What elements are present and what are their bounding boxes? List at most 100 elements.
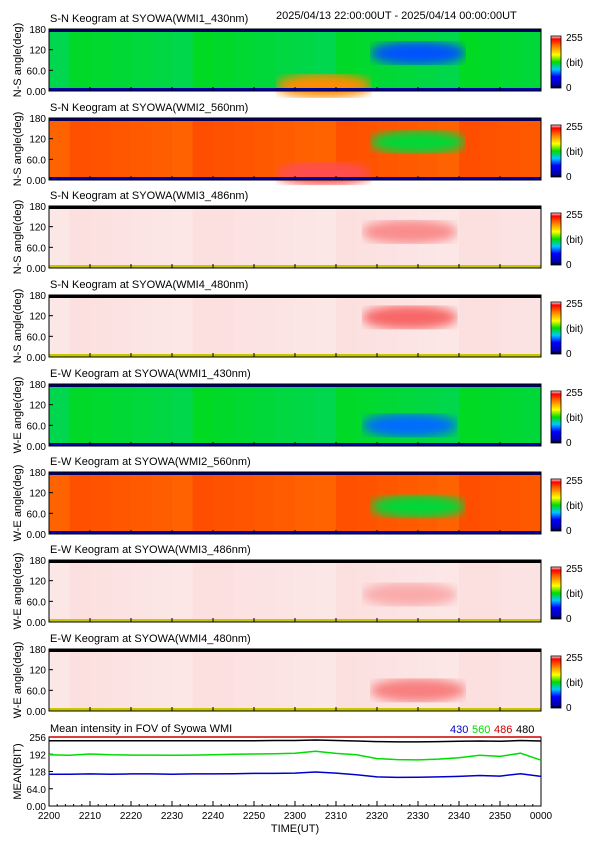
y-tick-label: 0.00: [27, 618, 47, 629]
heatmap-band: [233, 384, 255, 446]
y-tick-label: 60.0: [27, 686, 47, 697]
x-tick-label: 2320: [366, 811, 389, 822]
y-tick-label: 192: [29, 750, 46, 761]
x-tick-label: 2310: [325, 811, 348, 822]
heatmap-band: [192, 206, 214, 268]
panel-title: S-N Keogram at SYOWA(WMI4_480nm): [50, 279, 248, 291]
heatmap-band: [151, 649, 173, 711]
heatmap-band: [192, 384, 214, 446]
heatmap-band: [459, 118, 480, 180]
heatmap-feature: [370, 678, 466, 702]
heatmap-band: [192, 118, 214, 180]
heatmap-band: [315, 560, 337, 622]
heatmap-band: [110, 384, 132, 446]
heatmap-band: [274, 472, 296, 534]
heatmap-band: [131, 206, 152, 268]
heatmap-feature: [370, 130, 466, 154]
colorbar: [550, 301, 562, 355]
y-axis-label: N-S angle(deg): [12, 112, 24, 187]
heatmap-band: [295, 560, 316, 622]
heatmap-band: [213, 384, 234, 446]
horizon-band-top: [49, 118, 541, 121]
panel-title: E-W Keogram at SYOWA(WMI1_430nm): [50, 368, 251, 380]
colorbar-min-label: 0: [566, 614, 572, 625]
line-plot-frame: [48, 736, 542, 807]
heatmap-band: [459, 295, 480, 357]
y-tick-label: 60.0: [27, 243, 47, 254]
heatmap-band: [151, 206, 173, 268]
keogram-panel-8: E-W Keogram at SYOWA(WMI4_480nm) 180 120 60…: [12, 633, 583, 718]
heatmap-band: [500, 384, 521, 446]
heatmap-feature: [276, 74, 372, 98]
y-tick-label: 120: [29, 46, 46, 57]
heatmap-band: [274, 118, 296, 180]
heatmap-band: [356, 649, 378, 711]
x-axis-label: TIME(UT): [271, 823, 319, 835]
heatmap-feature: [276, 161, 372, 185]
heatmap-band: [49, 472, 70, 534]
colorbar-max-label: 255: [566, 210, 583, 221]
y-tick-label: 128: [29, 768, 46, 779]
keogram-panel-1: S-N Keogram at SYOWA(WMI1_430nm) 180 120 60…: [12, 13, 583, 98]
heatmap-band: [274, 206, 296, 268]
heatmap-band: [315, 295, 337, 357]
y-tick-label: 60.0: [27, 421, 47, 432]
heatmap-band: [110, 472, 132, 534]
heatmap-band: [500, 295, 521, 357]
heatmap-band: [479, 118, 501, 180]
heatmap-band: [233, 560, 255, 622]
y-tick-label: 0.00: [27, 353, 47, 364]
heatmap-band: [49, 118, 70, 180]
heatmap-band: [295, 384, 316, 446]
heatmap-band: [151, 560, 173, 622]
heatmap-band: [520, 472, 542, 534]
heatmap-band: [356, 29, 378, 91]
y-axis-label: W-E angle(deg): [12, 465, 24, 542]
heatmap-band: [131, 118, 152, 180]
x-tick-label: 2240: [202, 811, 225, 822]
heatmap-band: [500, 118, 521, 180]
y-tick-label: 120: [29, 223, 46, 234]
colorbar-unit-label: (bit): [566, 235, 583, 246]
heatmap-band: [131, 295, 152, 357]
colorbar-max-label: 255: [566, 653, 583, 664]
heatmap-band: [151, 295, 173, 357]
heatmap-band: [90, 384, 111, 446]
y-tick-label: 120: [29, 401, 46, 412]
heatmap-band: [336, 649, 357, 711]
heatmap-band: [356, 118, 378, 180]
y-tick-label: 120: [29, 312, 46, 323]
heatmap-band: [274, 29, 296, 91]
x-tick-label: 2250: [243, 811, 266, 822]
x-tick-label: 2220: [120, 811, 143, 822]
y-tick-label: 0.00: [27, 176, 47, 187]
keogram-panel-3: S-N Keogram at SYOWA(WMI3_486nm) 180 120 60…: [12, 190, 583, 275]
heatmap-band: [49, 29, 70, 91]
colorbar-min-label: 0: [566, 526, 572, 537]
heatmap-band: [459, 29, 480, 91]
keogram-panel-7: E-W Keogram at SYOWA(WMI3_486nm) 180 120 60…: [12, 544, 583, 629]
heatmap-band: [233, 118, 255, 180]
colorbar-max-label: 255: [566, 299, 583, 310]
heatmap-feature: [370, 494, 466, 518]
heatmap-band: [49, 384, 70, 446]
heatmap-band: [295, 295, 316, 357]
series-line-480: [49, 739, 542, 743]
y-tick-label: 0.00: [27, 707, 47, 718]
colorbar: [550, 124, 562, 178]
heatmap-band: [315, 206, 337, 268]
horizon-band-top: [49, 472, 541, 475]
heatmap-band: [90, 118, 111, 180]
heatmap-band: [438, 384, 460, 446]
y-tick-label: 120: [29, 577, 46, 588]
heatmap-band: [254, 560, 275, 622]
x-tick-label: 2340: [448, 811, 471, 822]
heatmap-band: [90, 560, 111, 622]
y-tick-label: 0.00: [27, 802, 47, 813]
heatmap-band: [520, 206, 542, 268]
panel-title: E-W Keogram at SYOWA(WMI4_480nm): [50, 633, 251, 645]
y-tick-label: 60.0: [27, 155, 47, 166]
heatmap-band: [172, 649, 193, 711]
heatmap-band: [356, 472, 378, 534]
heatmap-band: [192, 472, 214, 534]
